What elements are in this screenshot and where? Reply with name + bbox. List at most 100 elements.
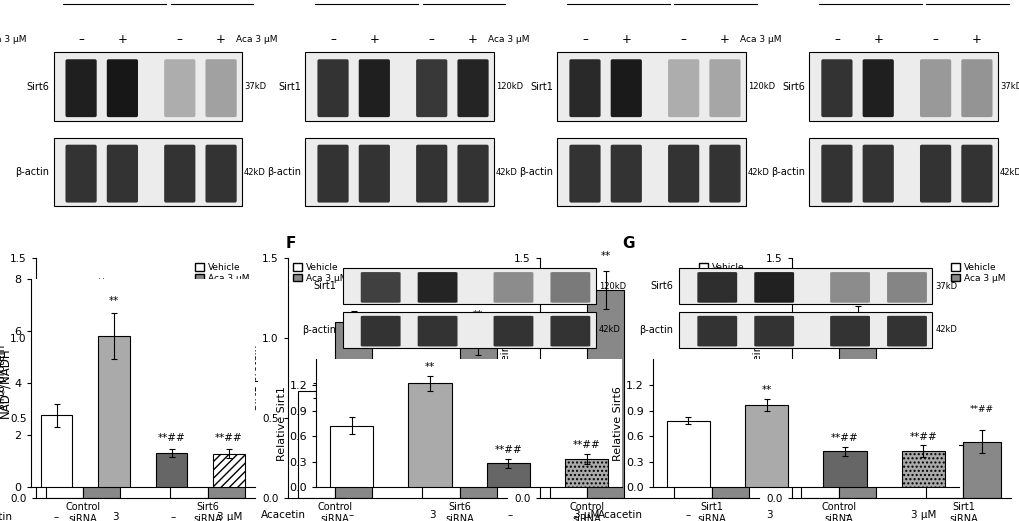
Text: +: + — [117, 33, 127, 46]
Text: **##: **## — [830, 433, 858, 443]
Text: Acacetin: Acacetin — [0, 512, 13, 521]
Text: –: – — [176, 33, 182, 46]
FancyBboxPatch shape — [359, 145, 389, 203]
Bar — [586, 290, 624, 498]
Text: **: ** — [761, 385, 771, 395]
Text: **: ** — [852, 286, 862, 296]
FancyBboxPatch shape — [493, 272, 533, 303]
Y-axis label: Relative Sirt1: Relative Sirt1 — [276, 386, 286, 461]
Text: 120kD: 120kD — [598, 281, 626, 291]
Bar — [460, 343, 496, 498]
Bar — [666, 421, 709, 487]
FancyBboxPatch shape — [359, 59, 389, 117]
Bar — [963, 442, 1000, 498]
Text: +: + — [369, 33, 379, 46]
Bar — [208, 463, 245, 498]
Text: β-actin: β-actin — [15, 167, 49, 177]
FancyBboxPatch shape — [667, 59, 699, 117]
FancyBboxPatch shape — [417, 316, 458, 346]
Text: Aca 3 μM: Aca 3 μM — [0, 35, 26, 44]
Text: –: – — [685, 510, 690, 520]
FancyBboxPatch shape — [667, 145, 699, 203]
Text: F: F — [285, 237, 296, 252]
Text: Acacetin: Acacetin — [597, 510, 642, 520]
Bar — [809, 53, 997, 121]
Bar — [408, 383, 451, 487]
Text: –: – — [680, 33, 686, 46]
Y-axis label: Sirt6 protein: Sirt6 protein — [0, 345, 7, 411]
FancyBboxPatch shape — [820, 59, 852, 117]
FancyBboxPatch shape — [697, 272, 737, 303]
FancyBboxPatch shape — [65, 59, 97, 117]
FancyBboxPatch shape — [550, 272, 590, 303]
Text: **: ** — [600, 251, 610, 261]
FancyBboxPatch shape — [569, 59, 600, 117]
Bar — [925, 445, 963, 498]
FancyBboxPatch shape — [569, 145, 600, 203]
FancyBboxPatch shape — [820, 145, 852, 203]
Y-axis label: NAD⁺/NADH: NAD⁺/NADH — [0, 348, 11, 418]
Text: **##: **## — [494, 445, 522, 455]
Legend: Vehicle, Aca 3 μM: Vehicle, Aca 3 μM — [195, 263, 251, 283]
FancyBboxPatch shape — [317, 59, 348, 117]
Text: –: – — [54, 512, 59, 521]
Text: –: – — [507, 510, 513, 520]
FancyBboxPatch shape — [753, 316, 794, 346]
FancyBboxPatch shape — [205, 59, 236, 117]
Text: Sirt1: Sirt1 — [278, 82, 301, 92]
Text: 37kD: 37kD — [934, 281, 957, 291]
Bar — [54, 138, 242, 206]
Text: +: + — [216, 33, 226, 46]
Text: 37kD: 37kD — [244, 82, 266, 91]
Bar — [901, 451, 944, 487]
FancyBboxPatch shape — [164, 59, 196, 117]
Text: Aca 3 μM: Aca 3 μM — [236, 35, 278, 44]
FancyBboxPatch shape — [610, 145, 641, 203]
Bar — [41, 416, 72, 487]
Text: **##: **## — [176, 439, 201, 448]
FancyBboxPatch shape — [416, 145, 447, 203]
Bar — [213, 454, 245, 487]
Bar — [809, 138, 997, 206]
Text: 42kD: 42kD — [244, 168, 266, 177]
Bar — [334, 322, 372, 498]
Y-axis label: Sirt1 protein: Sirt1 protein — [500, 345, 511, 411]
FancyBboxPatch shape — [550, 316, 590, 346]
Text: Aca 3 μM: Aca 3 μM — [740, 35, 782, 44]
Text: **##: **## — [573, 440, 600, 450]
Text: 37kD: 37kD — [999, 82, 1019, 91]
Text: –: – — [348, 510, 354, 520]
Text: **##: **## — [158, 433, 185, 443]
Bar — [342, 312, 595, 348]
Text: Sirt1: Sirt1 — [313, 281, 336, 291]
Bar — [98, 336, 129, 487]
Bar — [46, 362, 83, 498]
Bar — [422, 410, 460, 498]
FancyBboxPatch shape — [708, 59, 740, 117]
Bar — [679, 312, 931, 348]
Y-axis label: Sirt1 protein: Sirt1 protein — [249, 345, 259, 411]
FancyBboxPatch shape — [960, 59, 991, 117]
FancyBboxPatch shape — [887, 316, 926, 346]
Text: –: – — [170, 512, 175, 521]
Text: Sirt6: Sirt6 — [26, 82, 49, 92]
FancyBboxPatch shape — [829, 316, 869, 346]
FancyBboxPatch shape — [862, 145, 893, 203]
Bar — [801, 391, 838, 498]
Text: Aca 3 μM: Aca 3 μM — [488, 35, 530, 44]
Legend: Vehicle, Aca 3 μM: Vehicle, Aca 3 μM — [291, 263, 347, 283]
FancyBboxPatch shape — [205, 145, 236, 203]
Text: β-actin: β-actin — [638, 325, 673, 335]
Bar — [330, 426, 373, 487]
Bar — [83, 322, 120, 498]
Text: **##: **## — [969, 405, 994, 414]
FancyBboxPatch shape — [417, 272, 458, 303]
Y-axis label: Sirt6 protein: Sirt6 protein — [752, 345, 762, 411]
Text: 120kD: 120kD — [495, 82, 523, 91]
Text: β-actin: β-actin — [770, 167, 804, 177]
Bar — [156, 453, 187, 487]
Y-axis label: Relative Sirt6: Relative Sirt6 — [612, 386, 623, 461]
Text: **: ** — [97, 278, 107, 288]
Text: Sirt6: Sirt6 — [649, 281, 673, 291]
Text: –: – — [78, 33, 84, 46]
